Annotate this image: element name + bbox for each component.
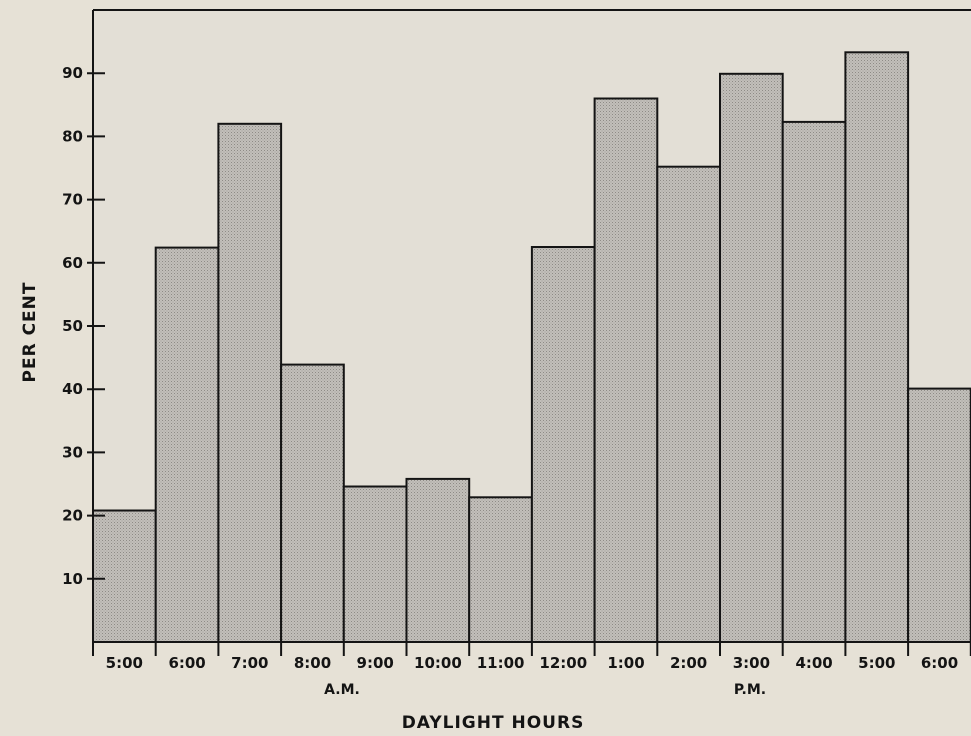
bar-0: [92, 509, 157, 643]
bar-3: [280, 363, 345, 643]
bars-group: [92, 51, 971, 644]
x-tick-label-13: 6:00: [921, 654, 958, 672]
y-tick-label-4: 50: [62, 317, 83, 335]
bar-1: [154, 246, 220, 643]
x-tick-label-7: 12:00: [539, 654, 587, 672]
y-tick-label-7: 80: [62, 127, 83, 145]
x-tick-label-9: 2:00: [670, 654, 707, 672]
x-tick-label-4: 9:00: [357, 654, 394, 672]
y-axis-title: PER CENT: [20, 282, 40, 383]
y-tick-label-2: 30: [62, 443, 83, 461]
x-tick-label-1: 6:00: [168, 654, 205, 672]
x-tick-label-0: 5:00: [106, 654, 143, 672]
bar-2: [217, 122, 283, 644]
bar-10: [719, 72, 784, 644]
period-label-am: A.M.: [324, 682, 360, 698]
bar-9: [656, 165, 721, 643]
x-tick-label-12: 5:00: [858, 654, 895, 672]
y-tick-label-8: 90: [62, 64, 83, 82]
x-tick-label-10: 3:00: [733, 654, 770, 672]
bar-8: [593, 97, 659, 643]
x-axis-title: DAYLIGHT HOURS: [402, 713, 585, 733]
bar-5: [405, 477, 471, 643]
x-tick-label-2: 7:00: [231, 654, 268, 672]
bar-11: [781, 120, 847, 643]
y-tick-label-3: 40: [62, 380, 83, 398]
bar-12: [844, 51, 910, 644]
y-tick-label-0: 10: [62, 570, 83, 588]
y-tick-label-1: 20: [62, 507, 83, 525]
x-tick-label-3: 8:00: [294, 654, 331, 672]
bar-4: [342, 485, 408, 643]
y-tick-label-5: 60: [62, 254, 83, 272]
x-tick-label-11: 4:00: [795, 654, 832, 672]
x-tick-label-8: 1:00: [607, 654, 644, 672]
x-ticks-group: 5:00 6:00 7:00 8:00 9:00 10:00 11:00 12:00 1:00 2…: [92, 642, 971, 672]
x-tick-label-5: 10:00: [414, 654, 462, 672]
y-ticks-group: 10 20 30 40 50 60 70 80 90: [62, 64, 105, 588]
period-label-pm: P.M.: [734, 682, 766, 698]
bar-13: [907, 387, 971, 643]
bar-7: [530, 246, 596, 643]
bar-6: [468, 496, 533, 643]
x-tick-label-6: 11:00: [477, 654, 525, 672]
y-tick-label-6: 70: [62, 191, 83, 209]
